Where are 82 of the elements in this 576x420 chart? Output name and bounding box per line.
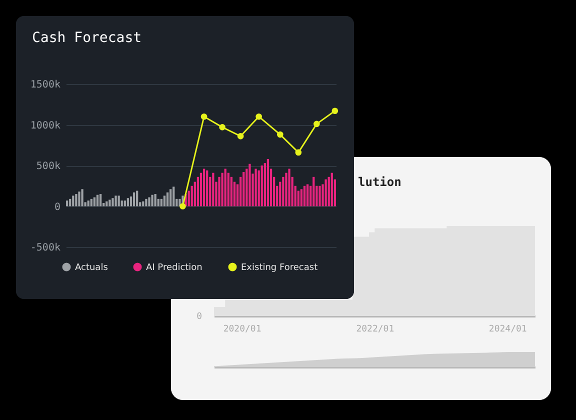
bar	[145, 198, 148, 206]
bar	[96, 194, 99, 206]
y-tick-label: 500k	[36, 161, 60, 172]
bar	[248, 164, 251, 206]
bar	[136, 190, 138, 206]
bar	[266, 158, 270, 206]
bar	[306, 184, 309, 206]
bar	[200, 172, 202, 206]
bar	[254, 168, 257, 206]
bar	[196, 176, 200, 206]
point	[200, 113, 208, 120]
bar	[160, 198, 162, 206]
bar	[300, 189, 303, 206]
bar	[230, 176, 233, 206]
bar	[148, 197, 150, 206]
bar	[303, 186, 306, 206]
bar	[90, 198, 92, 206]
bar	[93, 197, 96, 206]
bar	[99, 194, 102, 206]
bar	[108, 200, 111, 206]
bar	[163, 196, 166, 206]
bar	[260, 166, 263, 206]
bar	[81, 189, 84, 206]
bar	[282, 176, 284, 206]
point	[256, 113, 262, 120]
bar	[75, 194, 78, 206]
bar	[172, 186, 175, 206]
x-tick-label: 2020/01	[223, 324, 262, 334]
bar	[318, 186, 321, 206]
bar	[218, 176, 220, 206]
bar	[288, 168, 290, 206]
bar	[264, 163, 266, 206]
bar	[118, 196, 120, 206]
bar	[212, 172, 214, 206]
bar	[151, 194, 154, 206]
bar	[285, 172, 288, 206]
bar	[132, 192, 136, 206]
text: 0	[196, 312, 202, 322]
point	[276, 131, 284, 138]
bar	[87, 200, 90, 206]
point	[219, 124, 226, 130]
legend-label: Actuals	[75, 262, 108, 273]
bar	[324, 179, 327, 206]
bar	[242, 172, 245, 206]
chart-title: Cash Forecast	[32, 30, 142, 46]
bar	[106, 201, 108, 206]
bar	[169, 189, 172, 206]
bar	[202, 168, 206, 206]
bar	[224, 168, 226, 206]
bar	[66, 200, 68, 206]
bar	[166, 192, 169, 206]
bar	[227, 172, 230, 206]
bar	[206, 170, 208, 206]
x-tick-label: 2022/01	[356, 324, 394, 334]
bar	[328, 176, 330, 206]
bar	[142, 201, 144, 206]
point	[237, 133, 244, 140]
bar	[112, 198, 114, 206]
legend-label: Existing Forecast	[241, 262, 318, 273]
bar	[114, 196, 117, 206]
y-tick-label: 1500k	[30, 80, 60, 90]
bar	[154, 194, 156, 206]
bar	[330, 172, 333, 206]
y-tick-label: 1000k	[30, 120, 60, 132]
bar	[72, 196, 74, 206]
point	[295, 149, 302, 156]
point	[314, 120, 320, 128]
y-tick-label: -500k	[30, 242, 60, 254]
point	[180, 203, 186, 210]
bar	[69, 198, 72, 206]
bar	[126, 198, 130, 206]
bar	[124, 200, 126, 206]
x-tick-label: 2024/01	[488, 324, 527, 334]
bar	[130, 196, 132, 206]
bar	[78, 192, 80, 206]
legend-label: AI Prediction	[146, 262, 202, 273]
point	[332, 108, 338, 114]
chart-title: lution	[358, 175, 402, 189]
bar	[312, 176, 315, 206]
y-tick-label: 0	[54, 202, 60, 213]
bar	[221, 172, 224, 206]
bar	[190, 186, 193, 206]
